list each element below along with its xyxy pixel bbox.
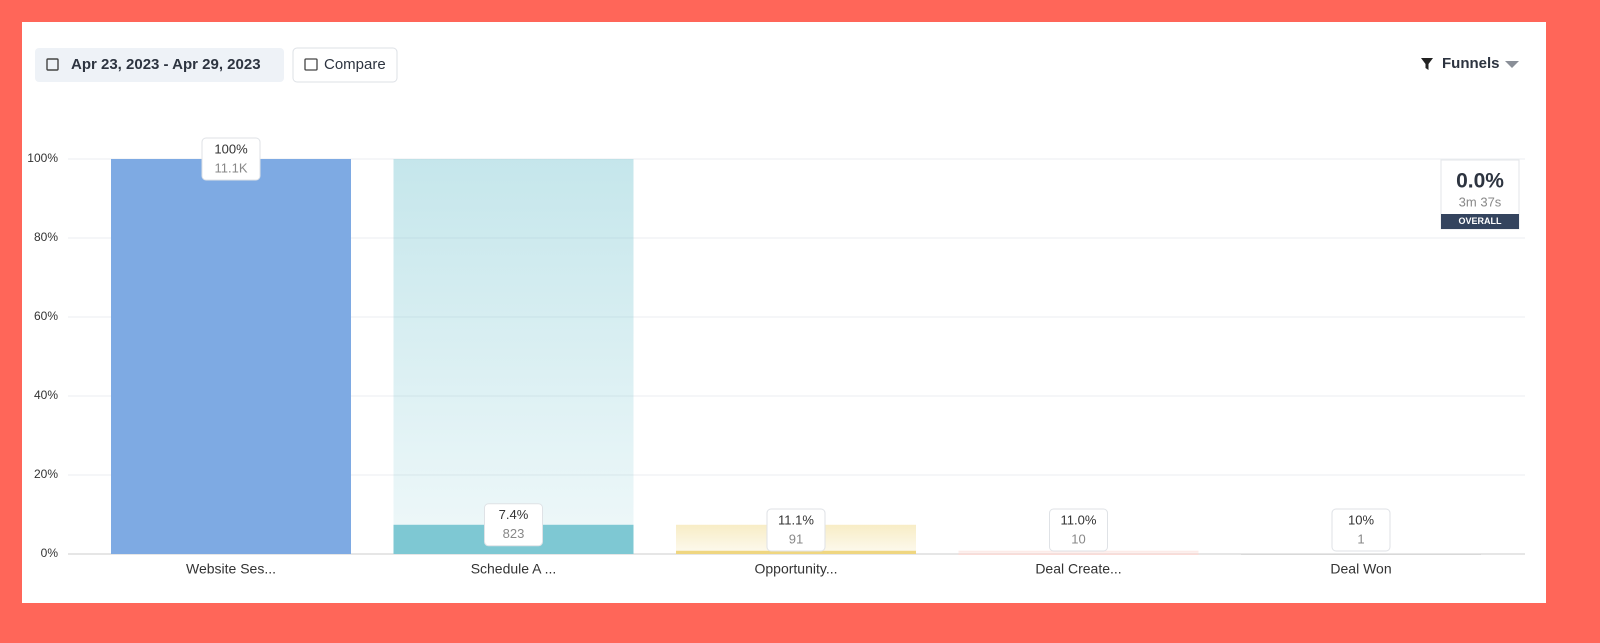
bar	[111, 159, 351, 554]
y-tick-label: 40%	[34, 388, 58, 402]
date-range: Apr 23, 2023 - Apr 29, 2023	[71, 56, 261, 73]
step-badge: 11.1% 91	[767, 509, 825, 551]
x-tick-label: Opportunity...	[754, 561, 837, 577]
step-badge: 11.0% 10	[1050, 509, 1108, 551]
count-label: 1	[1357, 531, 1364, 546]
rate-label: 11.0%	[1061, 512, 1097, 527]
count-label: 11.1K	[214, 160, 247, 175]
step-badge: 10%1	[1332, 509, 1390, 551]
rate-label: 100%	[214, 141, 248, 156]
count-label: 91	[789, 531, 803, 546]
rate-label: 7.4%	[499, 507, 529, 522]
rate-label: 11.1%	[778, 512, 814, 527]
date-button[interactable]: Apr 23, 2023 - Apr 29, 2023	[35, 48, 284, 82]
x-tick-label: Deal Create...	[1035, 561, 1121, 577]
y-tick-label: 20%	[34, 467, 58, 481]
rate-label: 10%	[1348, 512, 1374, 527]
ghost-bar	[394, 159, 634, 554]
y-tick-label: 80%	[34, 230, 58, 244]
compare-button[interactable]: Compare	[293, 48, 397, 82]
overall-rate: 0.0%	[1456, 170, 1504, 193]
compare-label: Compare	[324, 56, 386, 73]
overall-time: 3m 37s	[1459, 194, 1502, 209]
y-tick-label: 60%	[34, 309, 58, 323]
view-label: Funnels	[1442, 55, 1500, 72]
bar	[959, 554, 1199, 555]
step-badge: 7.4% 823	[485, 504, 543, 546]
x-tick-label: Website Ses...	[186, 561, 276, 577]
x-tick-label: Deal Won	[1330, 561, 1391, 577]
bar	[1241, 554, 1481, 555]
step-badge: 100% 11.1K	[202, 138, 260, 180]
x-tick-label: Schedule A ...	[471, 561, 557, 577]
count-label: 823	[503, 526, 525, 541]
y-tick-label: 0%	[41, 546, 59, 560]
overall-tag-label: OVERALL	[1458, 216, 1502, 226]
count-label: 10	[1071, 531, 1085, 546]
overall-box: 0.0% 3m 37s OVERALL	[1441, 160, 1519, 229]
y-tick-label: 100%	[27, 151, 58, 165]
